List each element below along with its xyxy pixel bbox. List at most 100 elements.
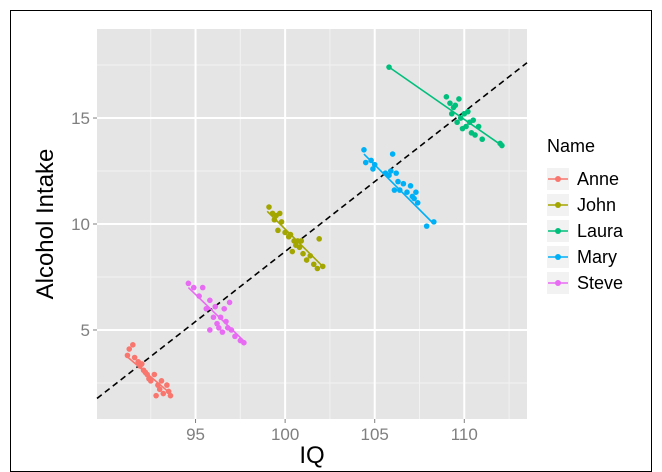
axis-ticks <box>93 117 465 423</box>
point-john <box>271 216 278 223</box>
point-mary <box>411 195 417 202</box>
point-steve <box>212 303 219 310</box>
point-steve <box>210 314 217 321</box>
chart-frame: 95 100 105 110 5 10 15 IQ Alcohol Intake Name … <box>10 10 652 472</box>
legend-dot-anne <box>555 176 561 182</box>
point-john <box>289 248 296 255</box>
tick-labels: 95 100 105 110 5 10 15 <box>71 109 478 444</box>
point-laura <box>452 102 459 109</box>
point-john <box>300 250 306 257</box>
point-mary <box>368 157 374 164</box>
point-anne <box>124 352 131 359</box>
legend-dot-mary <box>555 254 561 260</box>
point-steve <box>185 280 192 287</box>
point-steve <box>190 284 197 291</box>
point-john <box>275 227 281 234</box>
point-mary <box>395 178 401 185</box>
point-john <box>314 265 321 272</box>
y-tick-label: 5 <box>81 321 90 340</box>
point-john <box>278 219 285 225</box>
point-mary <box>370 166 376 172</box>
point-laura <box>454 119 460 126</box>
point-anne <box>165 388 172 395</box>
point-mary <box>389 151 396 157</box>
point-anne <box>167 392 174 399</box>
legend-dot-steve <box>555 280 561 286</box>
point-steve <box>241 339 247 346</box>
point-mary <box>404 189 410 196</box>
point-laura <box>447 100 453 106</box>
point-anne <box>151 371 158 378</box>
point-john <box>266 204 272 210</box>
point-john <box>296 244 303 251</box>
point-laura <box>470 117 477 123</box>
y-tick-label: 10 <box>71 215 90 234</box>
point-anne <box>131 354 138 361</box>
point-john <box>307 252 314 259</box>
point-john <box>298 238 305 244</box>
legend-label-anne: Anne <box>577 169 619 189</box>
point-mary <box>393 170 400 176</box>
legend: Anne John Laura Mary Steve <box>547 168 624 294</box>
point-steve <box>203 305 210 312</box>
point-steve <box>216 325 222 331</box>
x-tick-label: 95 <box>186 425 205 444</box>
point-steve <box>207 327 213 333</box>
point-laura <box>472 132 478 138</box>
fit-line-laura <box>388 66 503 147</box>
point-anne <box>153 392 159 399</box>
point-mary <box>396 187 403 193</box>
point-mary <box>391 187 398 193</box>
point-steve <box>223 318 229 325</box>
point-anne <box>158 378 165 384</box>
point-laura <box>479 136 486 143</box>
point-mary <box>431 219 437 225</box>
point-john <box>303 257 310 263</box>
x-tick-label: 110 <box>451 425 478 444</box>
y-tick-label: 15 <box>71 109 90 128</box>
point-laura <box>456 96 462 102</box>
point-anne <box>130 342 136 348</box>
point-john <box>276 210 283 217</box>
y-axis-title: Alcohol Intake <box>32 149 59 300</box>
legend-label-mary: Mary <box>577 247 617 267</box>
point-laura <box>499 142 505 149</box>
point-anne <box>164 382 170 388</box>
point-steve <box>219 329 226 335</box>
legend-label-john: John <box>577 195 616 215</box>
point-anne <box>147 378 154 384</box>
point-mary <box>414 200 421 206</box>
point-laura <box>443 94 450 100</box>
point-mary <box>386 172 392 179</box>
point-john <box>310 261 317 268</box>
point-laura <box>386 64 392 70</box>
point-laura <box>475 123 482 130</box>
x-tick-label: 100 <box>271 425 299 444</box>
point-steve <box>196 293 202 299</box>
legend-label-steve: Steve <box>577 273 623 293</box>
point-steve <box>226 299 233 306</box>
point-steve <box>217 314 224 321</box>
point-mary <box>423 223 430 229</box>
x-axis-title: IQ <box>299 442 324 469</box>
point-john <box>287 231 294 238</box>
legend-dot-john <box>555 202 561 208</box>
legend-title: Name <box>547 136 595 156</box>
point-john <box>319 263 326 270</box>
point-mary <box>361 147 367 153</box>
point-anne <box>126 346 133 352</box>
point-laura <box>463 123 469 130</box>
point-anne <box>155 382 161 388</box>
point-laura <box>448 110 455 117</box>
reference-line <box>96 62 528 400</box>
point-steve <box>214 320 220 327</box>
point-anne <box>138 361 145 367</box>
point-laura <box>465 108 471 115</box>
reference-line-group <box>96 62 528 400</box>
point-steve <box>228 327 235 333</box>
point-mary <box>400 180 407 187</box>
point-steve <box>221 305 228 312</box>
legend-dot-laura <box>555 228 561 234</box>
point-mary <box>388 168 394 174</box>
